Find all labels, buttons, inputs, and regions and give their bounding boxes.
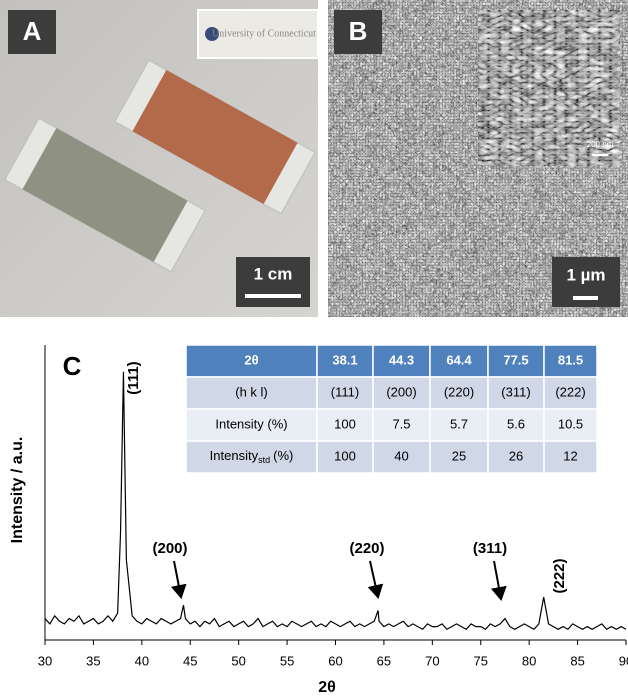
panel-b: 200 nm B 1 µm: [328, 0, 628, 317]
table-cell: [543, 344, 598, 378]
table-cell: [372, 344, 431, 378]
table-cell: [543, 376, 598, 410]
table-cell: [372, 440, 431, 474]
scale-box: [236, 257, 310, 307]
peak-label: (311): [473, 540, 507, 557]
table-cell-text: (h k l): [235, 384, 268, 399]
x-tick-label: 45: [183, 653, 197, 668]
peak-arrow: [170, 560, 187, 599]
table-cell-text: 100: [334, 416, 356, 431]
label-box: [8, 10, 56, 54]
panel-c: C 2θ Intensity / a.u. 30 35 40 45 50 55 60 65 70…: [9, 344, 628, 696]
table-cell-text: 7.5: [392, 416, 410, 431]
table-cell: [185, 440, 318, 474]
x-tick-label: 70: [425, 653, 439, 668]
table-cell: [543, 440, 598, 474]
table-cell: [372, 408, 431, 442]
table-cell-text: 12: [563, 448, 577, 463]
x-tick-label: 65: [377, 653, 391, 668]
peak-label: (220): [349, 540, 384, 557]
table-cell: [429, 376, 489, 410]
table-cell-text-part: Intensity: [210, 448, 259, 463]
peak-arrow: [367, 560, 384, 599]
x-tick-label: 75: [474, 653, 488, 668]
logo-text: University of Connecticut: [212, 28, 316, 39]
table-cell: [487, 344, 545, 378]
table-cell-text: (311): [501, 384, 530, 399]
peak-arrow: [490, 560, 507, 601]
table-cell-text: 40: [394, 448, 408, 463]
table-cell-text: 2θ: [244, 352, 258, 367]
scale-bar-label: 1 µm: [566, 265, 605, 284]
table-cell-text: 100: [334, 448, 356, 463]
gray-slide: [4, 117, 206, 273]
table-cell-text: 64.4: [446, 352, 472, 367]
x-tick-label: 35: [86, 653, 100, 668]
x-tick-label: 80: [522, 653, 536, 668]
panel-label: B: [349, 16, 368, 46]
table-cell: [316, 376, 374, 410]
table-cell-text: Intensity (%): [215, 416, 287, 431]
x-tick-label: 60: [328, 653, 342, 668]
peak-label: (200): [152, 540, 187, 557]
table-cell-text: Intensitystd (%): [210, 448, 294, 465]
table-cell-text: (111): [331, 384, 359, 399]
table-cell-text: 5.7: [450, 416, 468, 431]
label-box: [334, 10, 382, 54]
table-cell-text: (222): [555, 384, 585, 399]
table-cell: [543, 408, 598, 442]
table-cell: [316, 408, 374, 442]
table-cell-text: 81.5: [558, 352, 583, 367]
x-tick-label: 50: [231, 653, 245, 668]
table-cell: [316, 344, 374, 378]
x-tick-label: 90: [619, 653, 628, 668]
table-cell-text: 38.1: [332, 352, 357, 367]
table-cell-text: (200): [386, 384, 416, 399]
table-cell-text: 77.5: [503, 352, 528, 367]
x-tick-label: 40: [135, 653, 149, 668]
table-cell-text: 26: [509, 448, 523, 463]
table-cell-text-part: std: [258, 455, 270, 465]
table-cell: [487, 440, 545, 474]
panel-label: A: [23, 16, 42, 46]
data-table: 2θ 38.1 44.3 64.4 77.5 81.5 (h k l) (111) (200) (…: [185, 344, 598, 474]
copper-slide: [114, 59, 316, 215]
peak-label: (222): [551, 558, 568, 593]
table-cell-text: 5.6: [507, 416, 525, 431]
inset-scale-label: 200 nm: [587, 140, 614, 149]
panel-label: C: [63, 351, 82, 381]
panel-a: University of Connecticut A 1 cm: [0, 0, 319, 317]
table-cell: [487, 376, 545, 410]
x-tick-label: 55: [280, 653, 294, 668]
table-cell-text: 10.5: [558, 416, 583, 431]
table-cell-text: (220): [444, 384, 474, 399]
table-cell-text-part: (%): [273, 448, 293, 463]
sem-inset: [477, 9, 621, 167]
table-cell-text: 25: [452, 448, 466, 463]
y-axis-label: Intensity / a.u.: [9, 437, 26, 544]
logo-icon: [205, 27, 219, 41]
table-cell: [372, 376, 431, 410]
table-cell: [316, 440, 374, 474]
x-axis-label: 2θ: [318, 679, 336, 696]
xrd-line: [44, 371, 627, 631]
x-tick-label: 30: [38, 653, 52, 668]
x-tick-label: 85: [570, 653, 584, 668]
table-cell-text: 44.3: [389, 352, 414, 367]
peak-label: (111): [125, 361, 142, 394]
scale-bar-label: 1 cm: [254, 264, 293, 283]
